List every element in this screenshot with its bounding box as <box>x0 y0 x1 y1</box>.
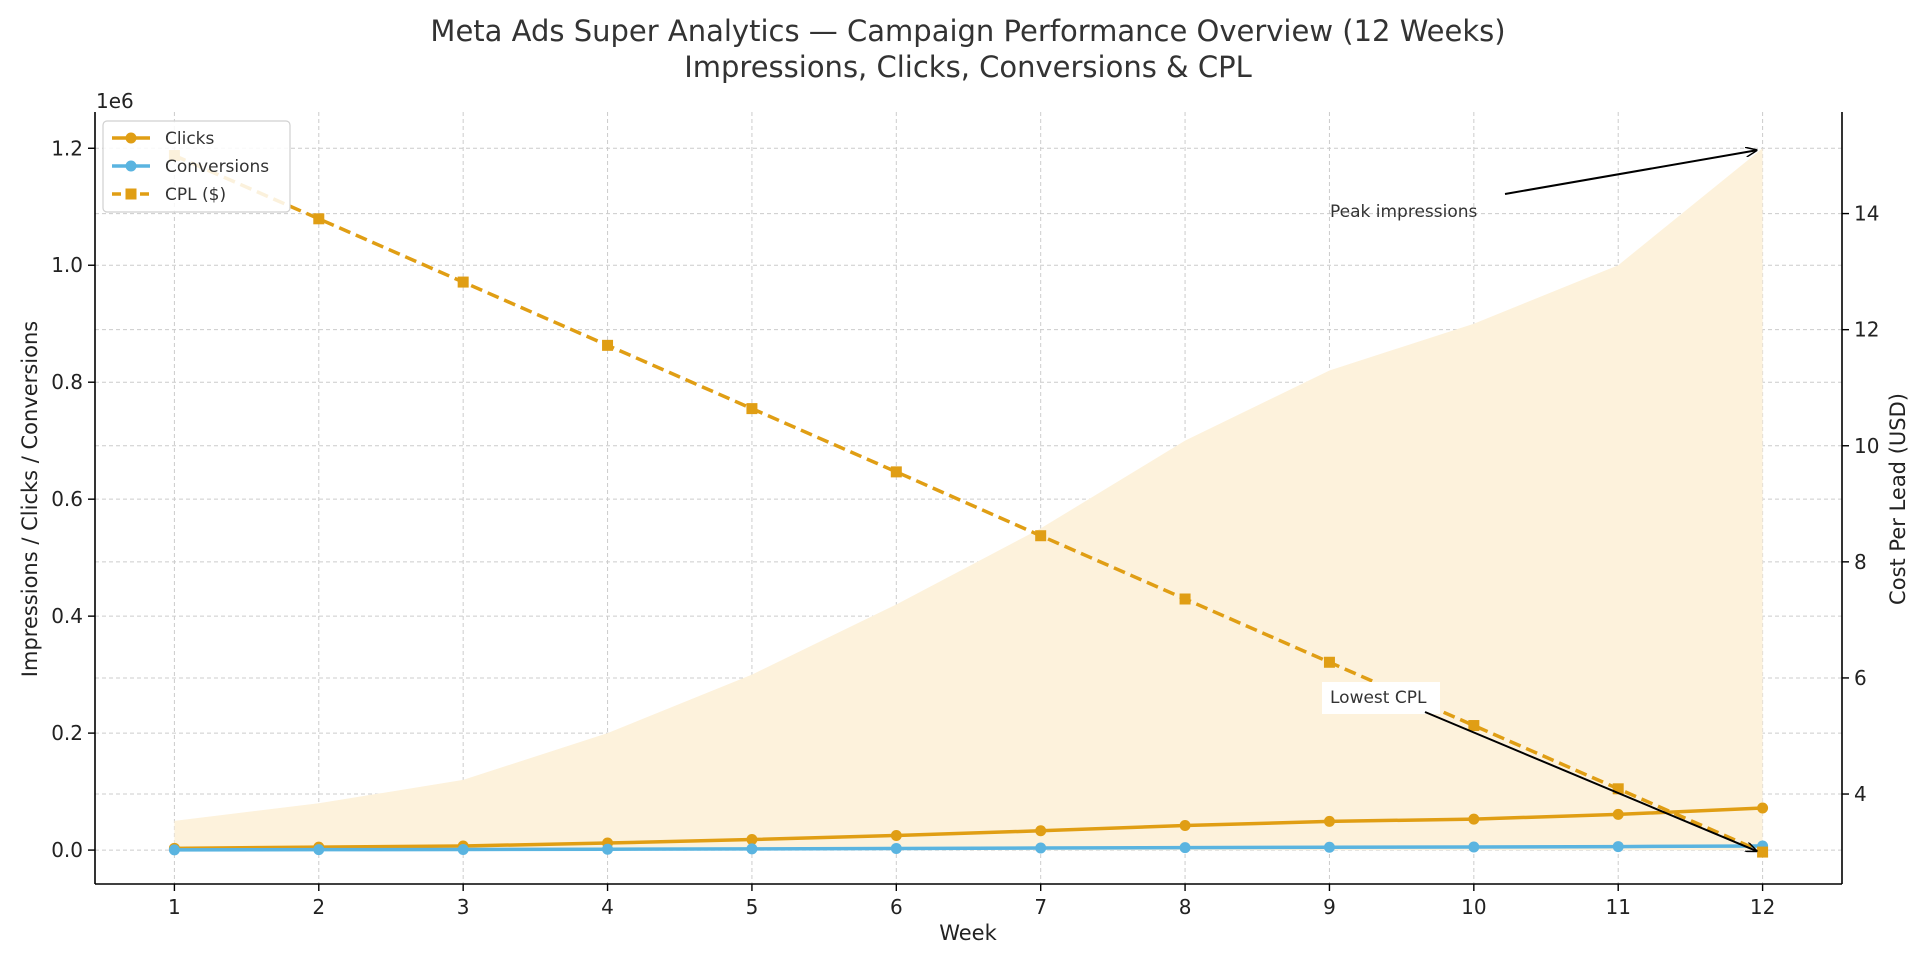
legend-clicks-swatch-marker <box>125 132 137 144</box>
x-tick-label: 10 <box>1461 895 1486 919</box>
impressions-area <box>174 148 1763 851</box>
clicks-marker <box>1179 820 1191 832</box>
left-y-tick-label: 0.6 <box>51 487 83 511</box>
right-y-tick-label: 10 <box>1854 434 1879 458</box>
x-tick-label: 5 <box>746 895 759 919</box>
clicks-marker <box>1612 808 1624 820</box>
right-y-tick-label: 6 <box>1854 666 1867 690</box>
clicks-line <box>174 806 1763 851</box>
right-y-axis-label: Cost Per Lead (USD) <box>1886 393 1910 605</box>
conversions-marker <box>1612 841 1624 853</box>
legend-clicks-label: Clicks <box>165 129 215 149</box>
clicks-marker <box>746 834 758 846</box>
left-y-tick-label: 0.8 <box>51 370 83 394</box>
left-y-tick-label: 1.2 <box>51 136 83 160</box>
x-tick-label: 2 <box>312 895 325 919</box>
clicks-marker <box>1468 813 1480 825</box>
conversions-marker <box>457 843 469 855</box>
clicks-marker <box>890 829 902 841</box>
chart-title: Meta Ads Super Analytics — Campaign Perf… <box>430 14 1505 48</box>
lowest-cpl-arrow <box>1424 711 1757 851</box>
clicks-marker <box>1323 815 1335 827</box>
x-tick-label: 4 <box>601 895 614 919</box>
conversions-marker <box>1323 841 1335 853</box>
cpl-marker <box>1035 530 1047 542</box>
cpl-marker <box>1612 783 1624 795</box>
peak-impressions-arrow <box>1504 150 1757 195</box>
x-tick-label: 6 <box>890 895 903 919</box>
legend-box <box>102 120 291 213</box>
right-y-tick-label: 8 <box>1854 550 1867 574</box>
impressions-area-layer <box>174 148 1763 851</box>
x-tick-label: 1 <box>168 895 181 919</box>
legend-conversions-swatch-marker <box>125 160 137 172</box>
cpl-marker <box>1757 846 1769 858</box>
legend-cpl-label: CPL ($) <box>165 185 226 205</box>
conversions-marker <box>746 843 758 855</box>
x-tick-label: 3 <box>457 895 470 919</box>
right-y-tick-label: 4 <box>1854 782 1867 806</box>
conversions-marker <box>313 844 325 856</box>
clicks-marker <box>1757 802 1769 814</box>
cpl-marker <box>890 466 902 478</box>
peak-impressions-label: Peak impressions <box>1330 202 1478 222</box>
conversions-marker <box>1179 842 1191 854</box>
conversions-marker <box>168 844 180 856</box>
left-y-axis-label: Impressions / Clicks / Conversions <box>18 321 42 677</box>
lowest-cpl-label: Lowest CPL <box>1330 688 1427 708</box>
cpl-marker <box>457 276 469 288</box>
conversions-marker <box>890 842 902 854</box>
cpl-marker <box>746 403 758 415</box>
series-layer <box>168 150 1769 858</box>
cpl-line <box>173 153 1764 854</box>
legend-cpl-swatch-marker <box>125 188 137 200</box>
legend-conversions-label: Conversions <box>165 157 269 177</box>
x-tick-label: 9 <box>1323 895 1336 919</box>
cpl-marker <box>1179 593 1191 605</box>
cpl-marker <box>1323 656 1335 668</box>
x-tick-label: 11 <box>1605 895 1630 919</box>
axes: 1 2 3 4 5 6 7 8 9 10 11 120.00.20.40.60.81.01.24681… <box>51 112 1879 919</box>
annotations: Peak impressions Lowest CPL <box>1322 150 1757 851</box>
conversions-marker <box>1035 842 1047 854</box>
chart-subtitle: Impressions, Clicks, Conversions & CPL <box>684 50 1252 84</box>
left-axis-multiplier: 1e6 <box>96 89 134 113</box>
left-y-tick-label: 0.0 <box>51 838 83 862</box>
cpl-marker <box>1468 720 1480 732</box>
cpl-marker <box>313 213 325 225</box>
conversions-marker <box>1468 841 1480 853</box>
lowest-cpl-label-box <box>1322 682 1440 714</box>
x-tick-label: 8 <box>1179 895 1192 919</box>
left-y-tick-label: 0.4 <box>51 604 83 628</box>
conversions-marker <box>602 843 614 855</box>
conversions-line <box>174 844 1763 852</box>
left-y-tick-label: 1.0 <box>51 253 83 277</box>
clicks-marker <box>1035 825 1047 837</box>
right-y-tick-label: 12 <box>1854 318 1879 342</box>
x-tick-label: 12 <box>1750 895 1775 919</box>
x-tick-label: 7 <box>1034 895 1047 919</box>
cpl-marker <box>602 339 614 351</box>
right-y-tick-label: 14 <box>1854 202 1879 226</box>
legend: Clicks Conversions CPL ($) <box>102 120 291 213</box>
left-y-tick-label: 0.2 <box>51 721 83 745</box>
x-axis-label: Week <box>939 921 997 945</box>
